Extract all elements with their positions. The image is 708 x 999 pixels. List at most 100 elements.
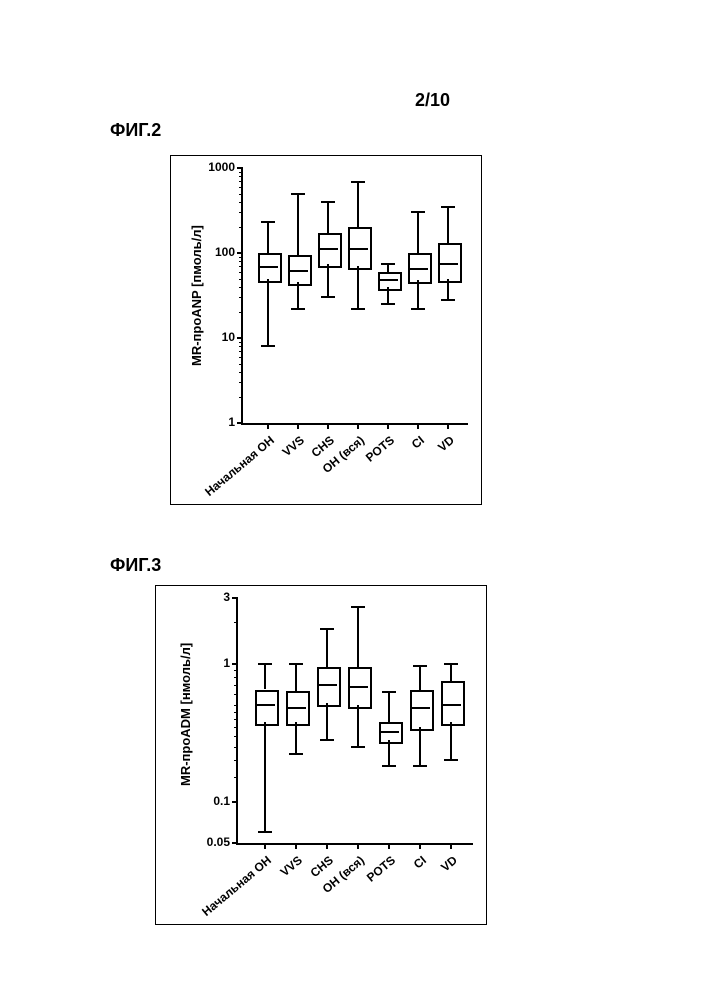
boxplot-cap <box>351 308 365 310</box>
x-tick <box>267 423 269 429</box>
boxplot-whisker <box>357 182 359 227</box>
boxplot-box <box>410 690 434 731</box>
x-tick <box>326 843 328 849</box>
y-tick-minor <box>239 227 243 228</box>
boxplot-cap <box>413 765 427 767</box>
boxplot-cap <box>258 831 272 833</box>
fig2-y-axis-label: MR-проANP [пмоль/л] <box>189 225 204 366</box>
boxplot-whisker <box>417 212 419 253</box>
y-tick-minor <box>234 747 238 748</box>
boxplot-cap <box>289 753 303 755</box>
y-tick-minor <box>239 194 243 195</box>
y-tick-minor <box>234 670 238 671</box>
boxplot-cap <box>381 303 395 305</box>
y-tick-minor <box>239 187 243 188</box>
y-tick-label: 1000 <box>195 160 235 174</box>
y-tick <box>237 252 243 254</box>
y-tick-minor <box>234 736 238 737</box>
y-tick-minor <box>239 346 243 347</box>
y-tick-label: 0.1 <box>190 794 230 808</box>
x-tick <box>388 843 390 849</box>
boxplot-cap <box>441 206 455 208</box>
y-tick-minor <box>234 760 238 761</box>
boxplot-cap <box>382 691 396 693</box>
boxplot-median <box>348 248 368 250</box>
y-tick <box>237 422 243 424</box>
boxplot-median <box>378 279 398 281</box>
page-number: 2/10 <box>415 90 450 111</box>
boxplot-cap <box>411 211 425 213</box>
x-tick <box>327 423 329 429</box>
y-tick-minor <box>239 364 243 365</box>
boxplot-whisker <box>387 287 389 304</box>
y-tick-minor <box>234 622 238 623</box>
y-tick-minor <box>234 777 238 778</box>
boxplot-whisker <box>267 279 269 347</box>
x-tick <box>447 423 449 429</box>
boxplot-median <box>286 707 306 709</box>
x-tick <box>419 843 421 849</box>
y-tick-minor <box>239 279 243 280</box>
boxplot-cap <box>289 663 303 665</box>
boxplot-median <box>408 268 428 270</box>
y-tick-minor <box>234 694 238 695</box>
boxplot-whisker <box>297 194 299 255</box>
boxplot-whisker <box>357 266 359 309</box>
boxplot-cap <box>351 746 365 748</box>
y-tick <box>237 167 243 169</box>
x-tick <box>417 423 419 429</box>
boxplot-median <box>379 731 399 733</box>
boxplot-whisker <box>295 722 297 755</box>
boxplot-whisker <box>295 664 297 692</box>
boxplot-median <box>438 263 458 265</box>
y-tick-minor <box>234 677 238 678</box>
boxplot-whisker <box>388 740 390 766</box>
boxplot-whisker <box>450 664 452 681</box>
fig2-label: ФИГ.2 <box>110 120 161 141</box>
boxplot-median <box>318 248 338 250</box>
boxplot-whisker <box>326 703 328 740</box>
y-tick-minor <box>239 351 243 352</box>
y-tick-minor <box>239 212 243 213</box>
boxplot-whisker <box>447 207 449 244</box>
y-tick-minor <box>239 382 243 383</box>
boxplot-box <box>255 690 279 726</box>
x-tick <box>357 423 359 429</box>
fig2-chart-frame: 1101001000Начальная OHVVSCHSOH (вся)POTS… <box>170 155 482 505</box>
y-tick-minor <box>234 705 238 706</box>
y-tick-minor <box>239 257 243 258</box>
fig2-plot-area: 1101001000Начальная OHVVSCHSOH (вся)POTS… <box>241 168 468 425</box>
boxplot-cap <box>320 739 334 741</box>
boxplot-median <box>317 684 337 686</box>
y-tick-label: 3 <box>190 590 230 604</box>
y-tick <box>232 597 238 599</box>
x-tick <box>295 843 297 849</box>
y-tick-minor <box>239 261 243 262</box>
boxplot-whisker <box>419 666 421 690</box>
boxplot-cap <box>320 628 334 630</box>
boxplot-whisker <box>267 222 269 253</box>
boxplot-whisker <box>388 692 390 721</box>
y-tick <box>232 842 238 844</box>
boxplot-whisker <box>357 607 359 667</box>
boxplot-cap <box>381 263 395 265</box>
boxplot-whisker <box>326 629 328 667</box>
y-tick-minor <box>239 342 243 343</box>
boxplot-whisker <box>447 279 449 300</box>
y-tick <box>237 337 243 339</box>
boxplot-cap <box>382 765 396 767</box>
x-tick <box>264 843 266 849</box>
y-tick-label: 1 <box>190 656 230 670</box>
boxplot-whisker <box>450 722 452 760</box>
y-tick-label: 0.05 <box>190 835 230 849</box>
fig3-y-axis-label: MR-проADM [нмоль/л] <box>178 643 193 786</box>
boxplot-whisker <box>327 264 329 298</box>
boxplot-cap <box>351 181 365 183</box>
boxplot-cap <box>291 308 305 310</box>
boxplot-box <box>348 667 372 709</box>
boxplot-whisker <box>297 282 299 308</box>
boxplot-cap <box>261 221 275 223</box>
x-tick <box>450 843 452 849</box>
y-tick-minor <box>239 372 243 373</box>
y-tick-minor <box>239 397 243 398</box>
